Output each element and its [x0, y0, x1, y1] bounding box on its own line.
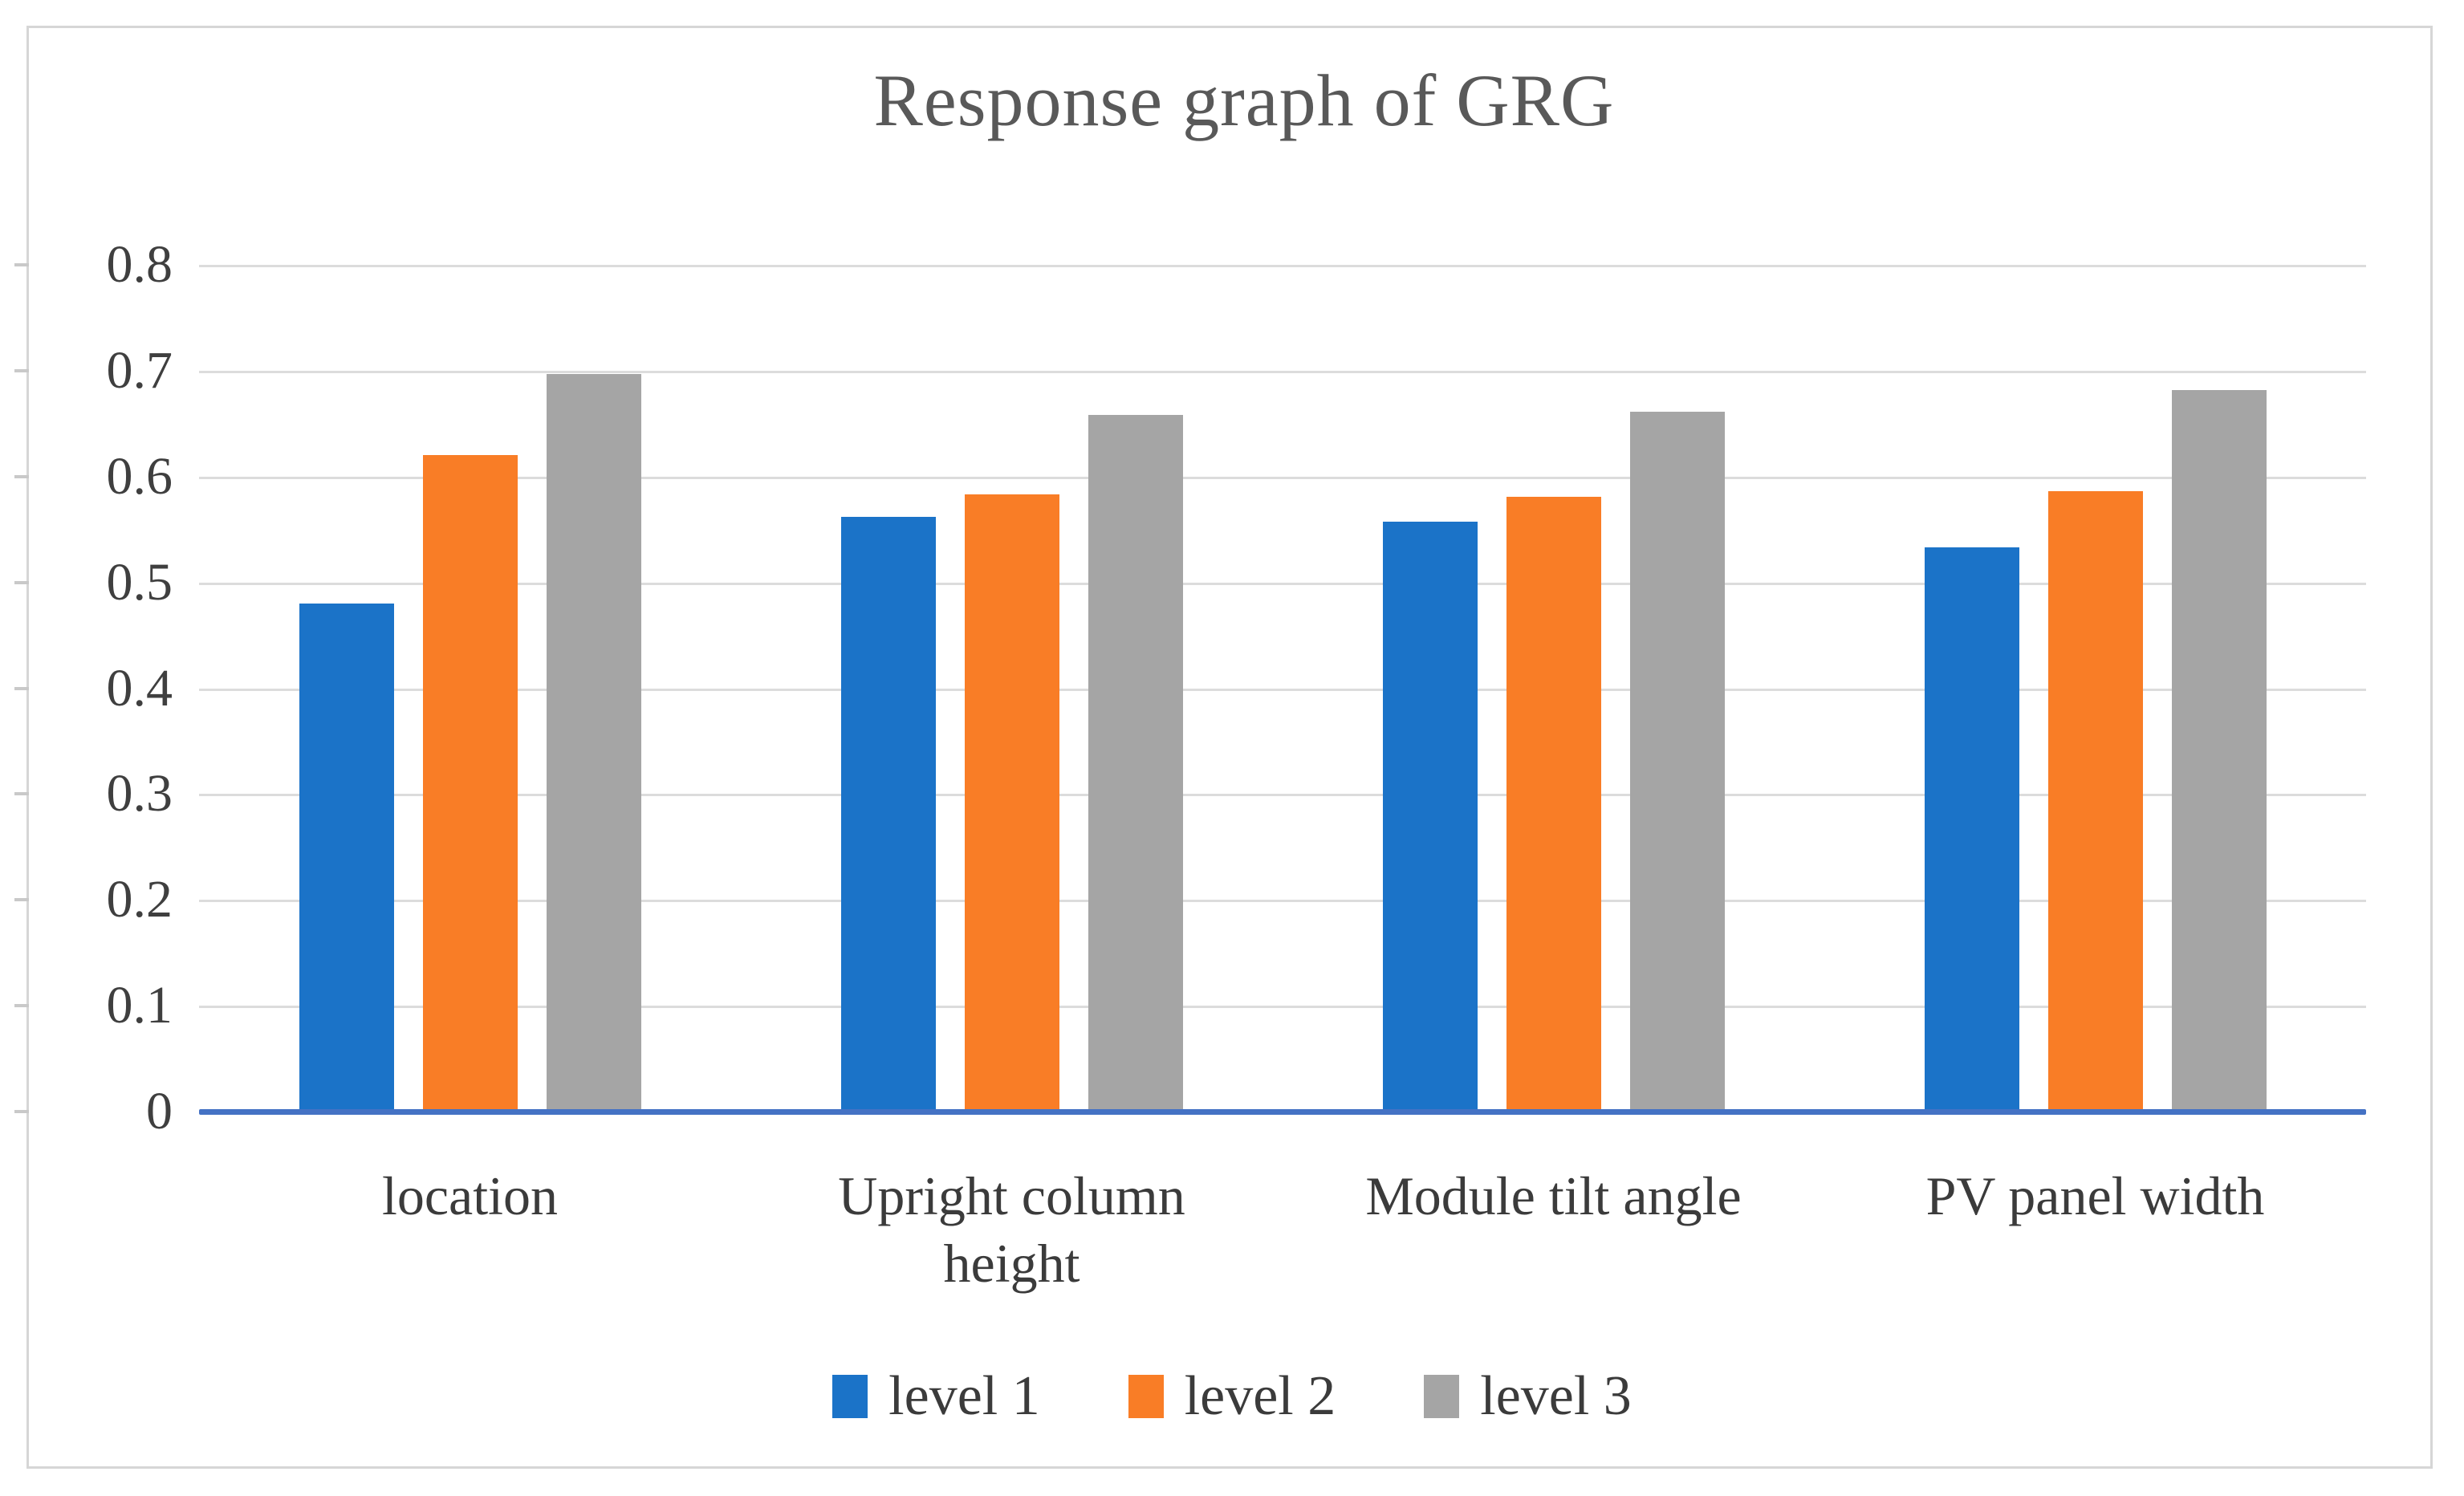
bar-level-3-pv-panel-width [2172, 390, 2267, 1112]
y-tick-mark-0.3 [14, 792, 29, 795]
legend-label-level-1: level 1 [888, 1365, 1040, 1427]
y-tick-mark-0 [14, 1110, 29, 1113]
gridline-0.5 [199, 583, 2366, 585]
legend-item-level-2: level 2 [1128, 1364, 1336, 1429]
y-tick-label-0.6: 0.6 [106, 447, 173, 506]
legend-label-level-3: level 3 [1480, 1365, 1632, 1427]
legend-item-level-1: level 1 [832, 1364, 1040, 1429]
x-category-label-text: Module tilt angle [1365, 1165, 1742, 1226]
gridline-0.4 [199, 689, 2366, 691]
bar-level-1-module-tilt-angle [1383, 522, 1478, 1112]
y-tick-mark-0.5 [14, 581, 29, 584]
bar-level-2-module-tilt-angle [1506, 497, 1601, 1112]
legend-label-level-2: level 2 [1184, 1365, 1336, 1427]
gridline-0.2 [199, 900, 2366, 902]
bar-level-3-location [547, 374, 641, 1112]
legend-swatch-level-1 [832, 1375, 868, 1418]
chart-title: Response graph of GRG [873, 59, 1615, 141]
y-tick-label-0.2: 0.2 [106, 870, 173, 929]
legend-item-level-3: level 3 [1424, 1364, 1632, 1429]
bar-level-1-location [299, 604, 394, 1112]
bar-level-3-module-tilt-angle [1630, 412, 1725, 1112]
bar-level-1-pv-panel-width [1925, 547, 2019, 1112]
y-tick-label-0.1: 0.1 [106, 976, 173, 1035]
y-tick-label-0.7: 0.7 [106, 341, 173, 400]
x-axis-line [199, 1109, 2366, 1115]
y-tick-mark-0.8 [14, 263, 29, 266]
y-tick-mark-0.6 [14, 475, 29, 478]
y-tick-label-0.5: 0.5 [106, 553, 173, 612]
y-tick-label-0.3: 0.3 [106, 764, 173, 823]
gridline-0.7 [199, 371, 2366, 373]
gridline-0.3 [199, 794, 2366, 796]
y-tick-mark-0.2 [14, 898, 29, 901]
gridline-0.8 [199, 265, 2366, 267]
gridline-0.1 [199, 1006, 2366, 1008]
y-tick-mark-0.4 [14, 687, 29, 690]
x-category-label-pv-panel-width: PV panel width [1824, 1162, 2366, 1230]
x-category-label-text: PV panel width [1925, 1165, 2265, 1226]
y-tick-label-0.8: 0.8 [106, 235, 173, 294]
legend-swatch-level-2 [1128, 1375, 1164, 1418]
y-tick-mark-0.7 [14, 369, 29, 372]
y-tick-mark-0.1 [14, 1004, 29, 1007]
x-category-label-text: Upright column height [838, 1165, 1185, 1294]
y-tick-label-0: 0 [146, 1082, 173, 1140]
gridline-0.6 [199, 477, 2366, 479]
legend-swatch-level-3 [1424, 1375, 1460, 1418]
x-category-label-module-tilt-angle: Module tilt angle [1283, 1162, 1824, 1230]
legend: level 1 level 2 level 3 [0, 1364, 2464, 1429]
x-category-label-upright-column-height: Upright column height [741, 1162, 1283, 1297]
bar-level-3-upright-column-height [1088, 415, 1183, 1112]
bar-level-2-pv-panel-width [2048, 491, 2143, 1112]
y-tick-label-0.4: 0.4 [106, 659, 173, 718]
bar-level-1-upright-column-height [841, 517, 936, 1112]
x-category-label-location: location [199, 1162, 741, 1230]
x-category-label-text: location [381, 1165, 559, 1226]
bar-level-2-upright-column-height [965, 494, 1059, 1112]
bar-level-2-location [423, 455, 518, 1112]
